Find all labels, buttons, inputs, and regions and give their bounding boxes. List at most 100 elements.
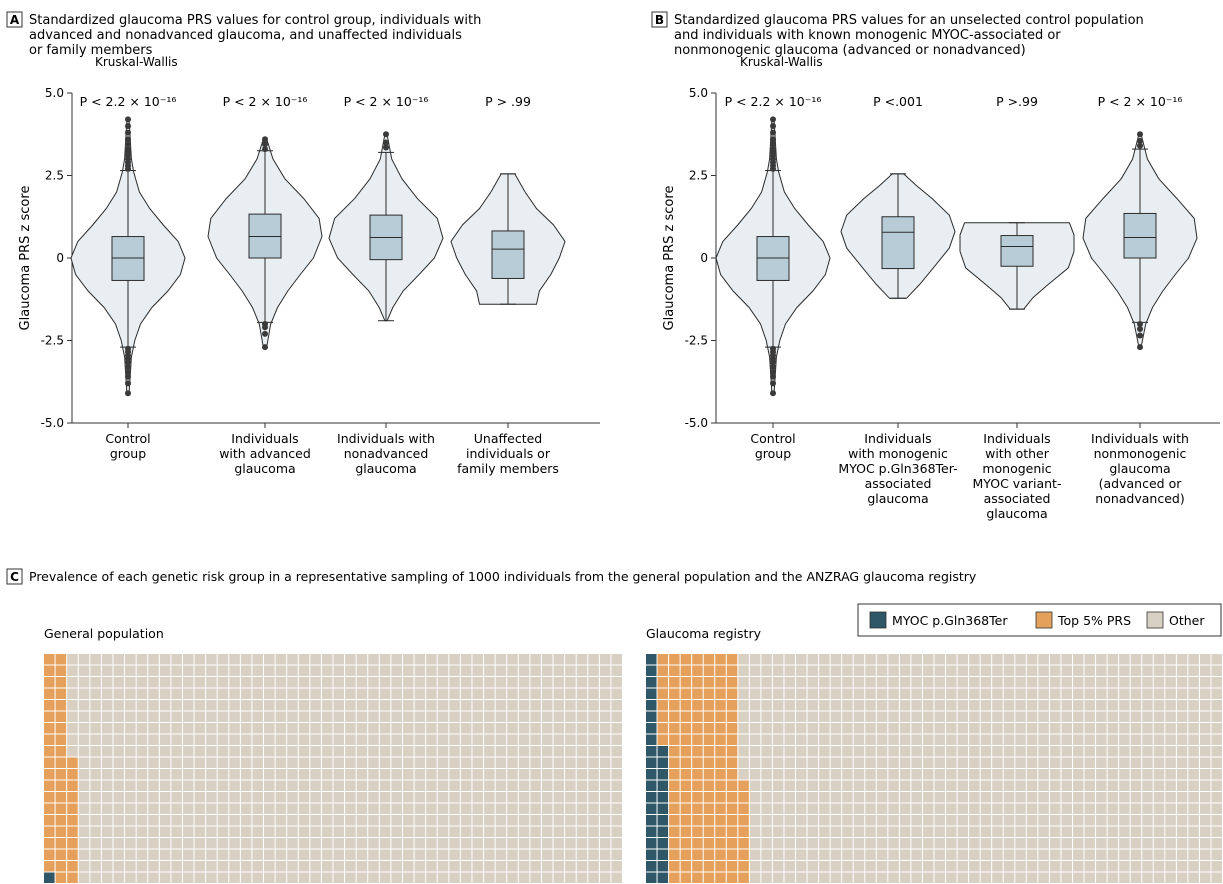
waffle-cell: [715, 803, 726, 814]
waffle-cell: [796, 711, 807, 722]
waffle-cell: [1165, 688, 1176, 699]
waffle-cell: [391, 849, 402, 860]
waffle-cell: [1199, 665, 1211, 676]
waffle-cell: [125, 826, 136, 837]
waffle-cell: [726, 654, 738, 665]
waffle-cell: [784, 780, 796, 791]
waffle-cell: [484, 700, 495, 711]
waffle-cell: [830, 700, 842, 711]
waffle-cell: [1096, 757, 1107, 768]
waffle-cell: [553, 849, 565, 860]
waffle-cell: [692, 838, 703, 849]
waffle-cell: [576, 849, 588, 860]
waffle-cell: [44, 872, 55, 883]
waffle-cell: [379, 769, 391, 780]
waffle-cell: [1061, 711, 1072, 722]
waffle-cell: [67, 838, 78, 849]
waffle-cell: [287, 769, 298, 780]
waffle-cell: [911, 792, 922, 803]
waffle-cell: [1176, 769, 1188, 780]
waffle-cell: [229, 780, 240, 791]
waffle-cell: [703, 849, 715, 860]
waffle-cell: [911, 861, 922, 872]
waffle-cell: [125, 792, 136, 803]
waffle-cell: [182, 815, 194, 826]
waffle-cell: [726, 677, 738, 688]
waffle-cell: [553, 838, 565, 849]
waffle-cell: [657, 838, 669, 849]
waffle-cell: [252, 769, 264, 780]
waffle-cell: [576, 654, 588, 665]
waffle-cell: [67, 815, 78, 826]
waffle-cell: [876, 826, 888, 837]
waffle-cell: [229, 803, 240, 814]
waffle-cell: [842, 780, 853, 791]
waffle-cell: [90, 815, 101, 826]
waffle-cell: [1038, 838, 1049, 849]
waffle-cell: [287, 700, 298, 711]
waffle-cell: [588, 700, 599, 711]
waffle-cell: [1142, 838, 1153, 849]
waffle-cell: [957, 826, 969, 837]
waffle-cell: [888, 654, 899, 665]
waffle-cell: [484, 711, 495, 722]
waffle-cell: [1153, 654, 1165, 665]
waffle-cell: [1199, 723, 1211, 734]
waffle-cell: [553, 780, 565, 791]
waffle-cell: [588, 780, 599, 791]
waffle-cell: [957, 872, 969, 883]
box: [1123, 212, 1157, 259]
waffle-cell: [1142, 665, 1153, 676]
waffle-cell: [391, 654, 402, 665]
y-axis-label: Glaucoma PRS z score: [662, 186, 677, 331]
waffle-cell: [703, 711, 715, 722]
waffle-cell: [426, 734, 437, 745]
waffle-cell: [599, 723, 611, 734]
waffle-cell: [726, 665, 738, 676]
y-tick-label: -5.0: [41, 416, 64, 430]
waffle-cell: [55, 838, 67, 849]
waffle-cell: [206, 734, 217, 745]
waffle-cell: [1038, 826, 1049, 837]
waffle-cell: [275, 711, 287, 722]
waffle-cell: [980, 838, 992, 849]
waffle-cell: [1165, 665, 1176, 676]
waffle-cell: [379, 838, 391, 849]
waffle-cell: [321, 792, 333, 803]
waffle-cell: [726, 849, 738, 860]
waffle-cell: [1003, 769, 1015, 780]
waffle-cell: [1107, 746, 1119, 757]
waffle-cell: [298, 849, 310, 860]
waffle-cell: [1072, 780, 1084, 791]
waffle-cell: [368, 688, 379, 699]
waffle-cell: [1119, 757, 1130, 768]
waffle-cell: [726, 711, 738, 722]
waffle-cell: [1084, 792, 1096, 803]
waffle-cell: [657, 849, 669, 860]
waffle-cell: [136, 677, 148, 688]
waffle-cell: [472, 746, 484, 757]
waffle-cell: [1153, 711, 1165, 722]
waffle-cell: [217, 803, 229, 814]
waffle-cell: [310, 769, 321, 780]
waffle-cell: [345, 780, 356, 791]
outlier-point: [770, 380, 776, 387]
waffle-cell: [715, 700, 726, 711]
waffle-cell: [518, 700, 530, 711]
waffle-cell: [229, 849, 240, 860]
waffle-cell: [252, 803, 264, 814]
waffle-cell: [229, 734, 240, 745]
waffle-cell: [1072, 688, 1084, 699]
waffle-cell: [194, 861, 206, 872]
waffle-cell: [240, 734, 252, 745]
waffle-cell: [240, 746, 252, 757]
waffle-cell: [1061, 792, 1072, 803]
waffle-cell: [55, 769, 67, 780]
waffle-cell: [90, 803, 101, 814]
waffle-cell: [1107, 734, 1119, 745]
waffle-cell: [402, 723, 414, 734]
waffle-cell: [1176, 665, 1188, 676]
waffle-cell: [240, 792, 252, 803]
waffle-cell: [437, 734, 449, 745]
waffle-cell: [460, 700, 472, 711]
